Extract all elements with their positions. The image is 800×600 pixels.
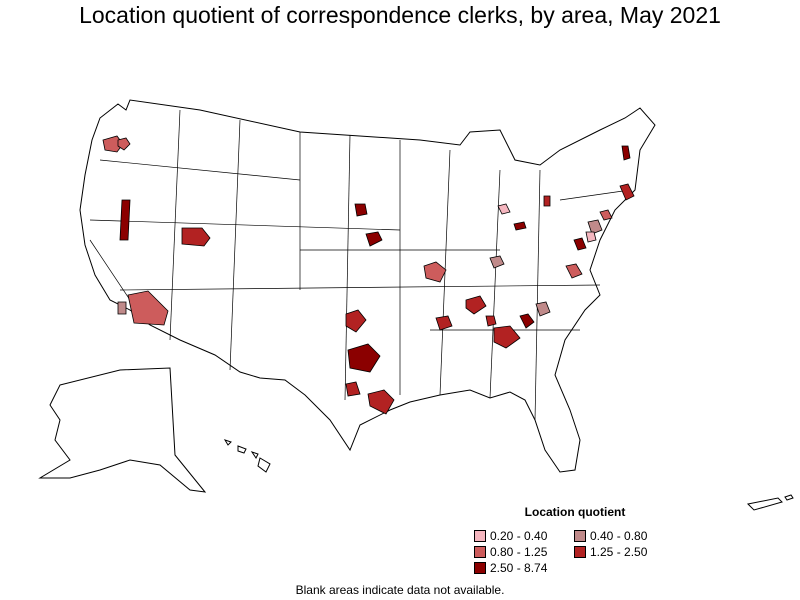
legend-items: 0.20 - 0.40 0.40 - 0.80 0.80 - 1.25 1.25… — [470, 529, 670, 579]
area-memphis — [435, 315, 453, 331]
area-minneapolis — [354, 203, 368, 217]
shaded-areas — [102, 135, 635, 415]
area-austin — [345, 381, 361, 397]
legend-label: 0.40 - 0.80 — [590, 529, 648, 543]
legend-label: 1.25 - 2.50 — [590, 545, 648, 559]
hawaii-islands — [223, 439, 271, 473]
area-atlanta — [493, 325, 521, 349]
area-maine — [621, 145, 631, 161]
legend-item: 0.40 - 0.80 — [574, 529, 647, 543]
alaska-outline — [38, 367, 207, 493]
legend-label: 0.20 - 0.40 — [490, 529, 548, 543]
area-nashville — [465, 295, 487, 315]
area-boston — [619, 183, 635, 201]
area-kansas-city — [423, 261, 447, 283]
map-title: Location quotient of correspondence cler… — [79, 2, 721, 28]
area-detroit — [497, 203, 511, 215]
area-chattanooga — [485, 315, 497, 327]
area-louisville — [489, 255, 505, 269]
area-hartford — [599, 209, 613, 221]
area-baltimore — [573, 237, 587, 251]
area-salt-lake — [181, 227, 211, 247]
contiguous-us-outline — [79, 99, 656, 473]
legend-title: Location quotient — [524, 505, 626, 519]
area-buffalo — [543, 195, 551, 207]
legend-swatch — [474, 530, 486, 542]
area-charlotte — [535, 301, 551, 317]
area-richmond — [565, 263, 583, 279]
legend-item: 0.20 - 0.40 — [474, 529, 547, 543]
area-houston — [367, 389, 395, 415]
area-des-moines — [365, 231, 383, 247]
area-columbia — [519, 313, 535, 329]
area-phoenix — [127, 290, 169, 326]
footnote: Blank areas indicate data not available. — [295, 583, 505, 597]
area-indy — [513, 221, 527, 231]
legend-swatch — [474, 562, 486, 574]
legend-swatch — [474, 546, 486, 558]
area-oklahoma — [345, 309, 367, 333]
legend-item: 1.25 - 2.50 — [574, 545, 647, 559]
legend-item: 2.50 - 8.74 — [474, 561, 547, 575]
legend-label: 2.50 - 8.74 — [490, 561, 548, 575]
area-yuma — [117, 301, 127, 315]
legend-swatch — [574, 530, 586, 542]
area-reno-strip — [119, 199, 131, 241]
legend: Location quotient 0.20 - 0.40 0.40 - 0.8… — [470, 505, 670, 579]
legend-label: 0.80 - 1.25 — [490, 545, 548, 559]
legend-swatch — [574, 546, 586, 558]
puerto-rico — [746, 494, 794, 511]
area-newyork — [587, 219, 603, 235]
legend-item: 0.80 - 1.25 — [474, 545, 547, 559]
area-dallas — [347, 343, 381, 373]
area-philly — [585, 231, 597, 243]
area-borders — [89, 109, 631, 421]
area-spokane — [117, 137, 131, 151]
